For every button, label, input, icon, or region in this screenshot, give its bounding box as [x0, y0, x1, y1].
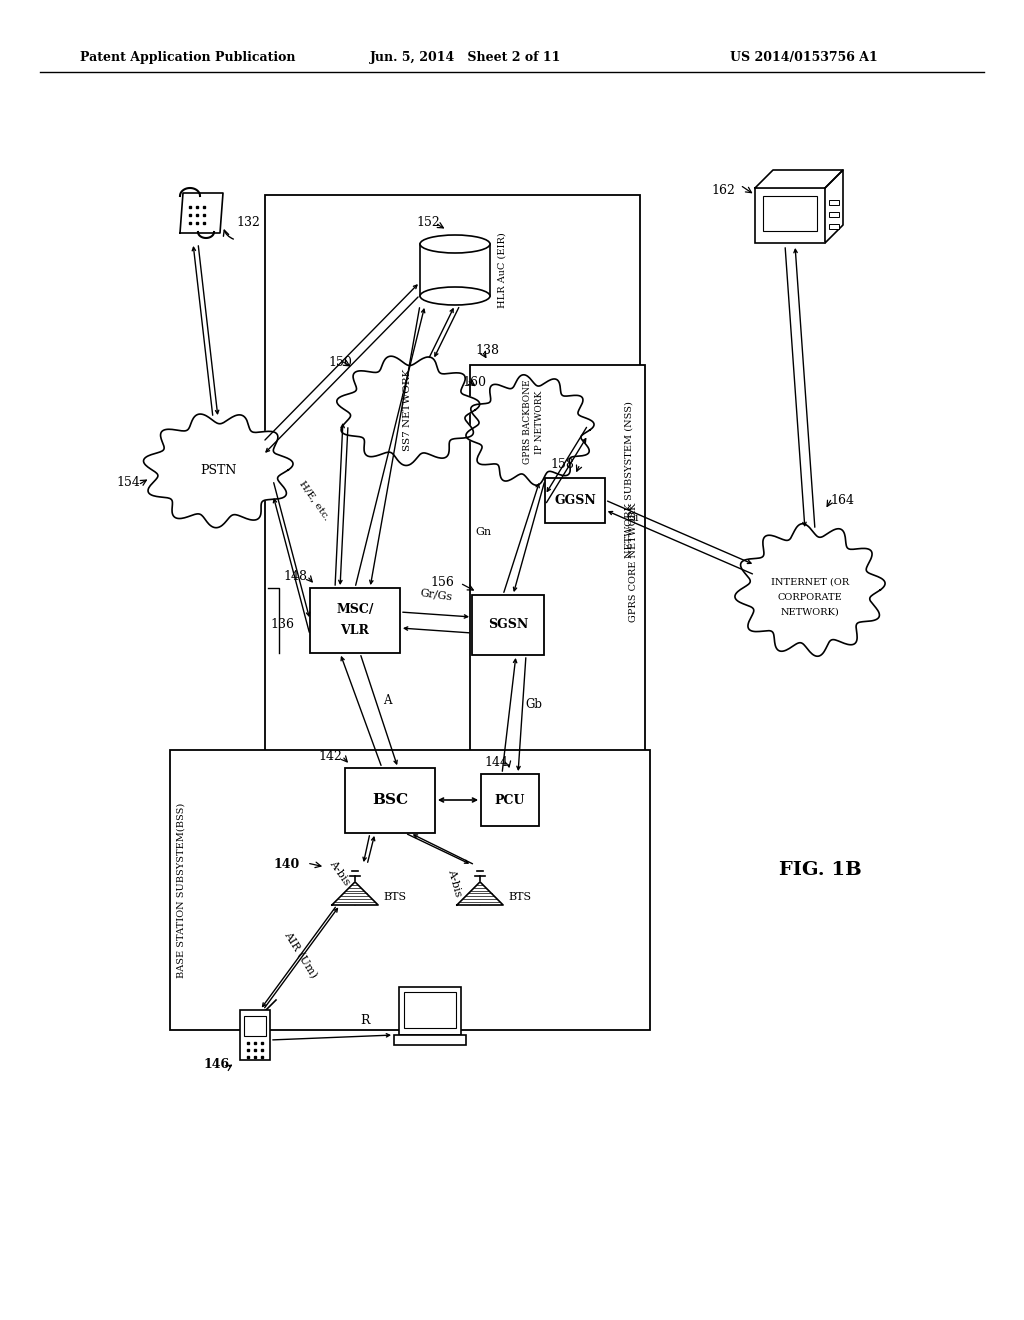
Text: BTS: BTS [383, 892, 407, 902]
Text: Gb: Gb [525, 697, 543, 710]
Bar [481, 774, 539, 826]
Bar [170, 750, 650, 1030]
Bar [829, 201, 839, 205]
Text: FIG. 1B: FIG. 1B [778, 861, 861, 879]
Bar [394, 1035, 466, 1045]
Text: 164: 164 [830, 494, 854, 507]
Text: 160: 160 [462, 375, 486, 388]
Text: 148: 148 [283, 569, 307, 582]
Bar [244, 1016, 266, 1036]
Text: 140: 140 [273, 858, 300, 871]
Text: 138: 138 [475, 345, 499, 358]
Text: MSC/: MSC/ [336, 603, 374, 616]
Bar [310, 587, 400, 653]
Bar [545, 478, 605, 523]
Text: PSTN: PSTN [200, 463, 237, 477]
Polygon shape [755, 170, 843, 187]
Text: GPRS BACKBONE: GPRS BACKBONE [523, 380, 532, 465]
Bar [472, 595, 544, 655]
Text: 154: 154 [116, 475, 140, 488]
Polygon shape [332, 882, 378, 906]
Bar [755, 187, 825, 243]
Polygon shape [825, 170, 843, 243]
Text: 162: 162 [711, 183, 735, 197]
Polygon shape [337, 356, 479, 466]
Text: SGSN: SGSN [487, 619, 528, 631]
Bar [240, 1010, 270, 1060]
Text: US 2014/0153756 A1: US 2014/0153756 A1 [730, 51, 878, 65]
Polygon shape [143, 414, 293, 528]
Ellipse shape [420, 286, 490, 305]
Text: Gi: Gi [627, 513, 639, 523]
Text: Patent Application Publication: Patent Application Publication [80, 51, 296, 65]
Bar [404, 993, 456, 1028]
Text: AIR (Um): AIR (Um) [282, 929, 318, 981]
Text: HLR AuC (EIR): HLR AuC (EIR) [498, 232, 507, 308]
Bar [420, 244, 490, 296]
Text: Gn: Gn [475, 527, 492, 537]
Text: VLR: VLR [341, 623, 370, 636]
Text: IP NETWORK: IP NETWORK [536, 391, 545, 454]
Text: BSC: BSC [372, 793, 408, 807]
Bar [829, 213, 839, 216]
Bar [763, 195, 817, 231]
Text: CORPORATE: CORPORATE [777, 593, 843, 602]
Polygon shape [735, 524, 885, 656]
Text: 156: 156 [430, 577, 454, 590]
Text: 152: 152 [416, 216, 440, 230]
Text: PCU: PCU [495, 793, 525, 807]
Polygon shape [180, 193, 223, 234]
Bar [470, 366, 645, 760]
Text: A-bis: A-bis [328, 858, 352, 887]
Text: 150: 150 [328, 355, 352, 368]
Text: H/E, etc.: H/E, etc. [297, 479, 331, 523]
Text: NETWORK SUBSYSTEM (NSS): NETWORK SUBSYSTEM (NSS) [625, 401, 634, 558]
Text: NETWORK): NETWORK) [780, 607, 840, 616]
Text: A: A [383, 693, 391, 706]
Text: 132: 132 [236, 216, 260, 230]
Text: GGSN: GGSN [554, 494, 596, 507]
Ellipse shape [420, 235, 490, 253]
Bar [345, 768, 435, 833]
Text: 142: 142 [318, 750, 342, 763]
Text: A-bis: A-bis [446, 869, 464, 898]
Text: BASE STATION SUBSYSTEM(BSS): BASE STATION SUBSYSTEM(BSS) [176, 803, 185, 978]
Polygon shape [466, 375, 594, 486]
Text: 158: 158 [550, 458, 573, 470]
Text: R: R [360, 1014, 370, 1027]
Text: SS7 NETWORK: SS7 NETWORK [403, 368, 413, 451]
Text: 146: 146 [204, 1059, 230, 1072]
Bar [399, 987, 461, 1035]
Text: BTS: BTS [508, 892, 531, 902]
Text: Gr/Gs: Gr/Gs [419, 587, 453, 602]
Text: 144: 144 [484, 755, 508, 768]
Bar [829, 224, 839, 228]
Polygon shape [457, 882, 503, 906]
Text: INTERNET (OR: INTERNET (OR [771, 578, 849, 586]
Text: 136: 136 [270, 619, 294, 631]
Text: GPRS CORE NETWORK: GPRS CORE NETWORK [630, 503, 639, 622]
Text: Jun. 5, 2014   Sheet 2 of 11: Jun. 5, 2014 Sheet 2 of 11 [370, 51, 561, 65]
Bar [265, 195, 640, 766]
